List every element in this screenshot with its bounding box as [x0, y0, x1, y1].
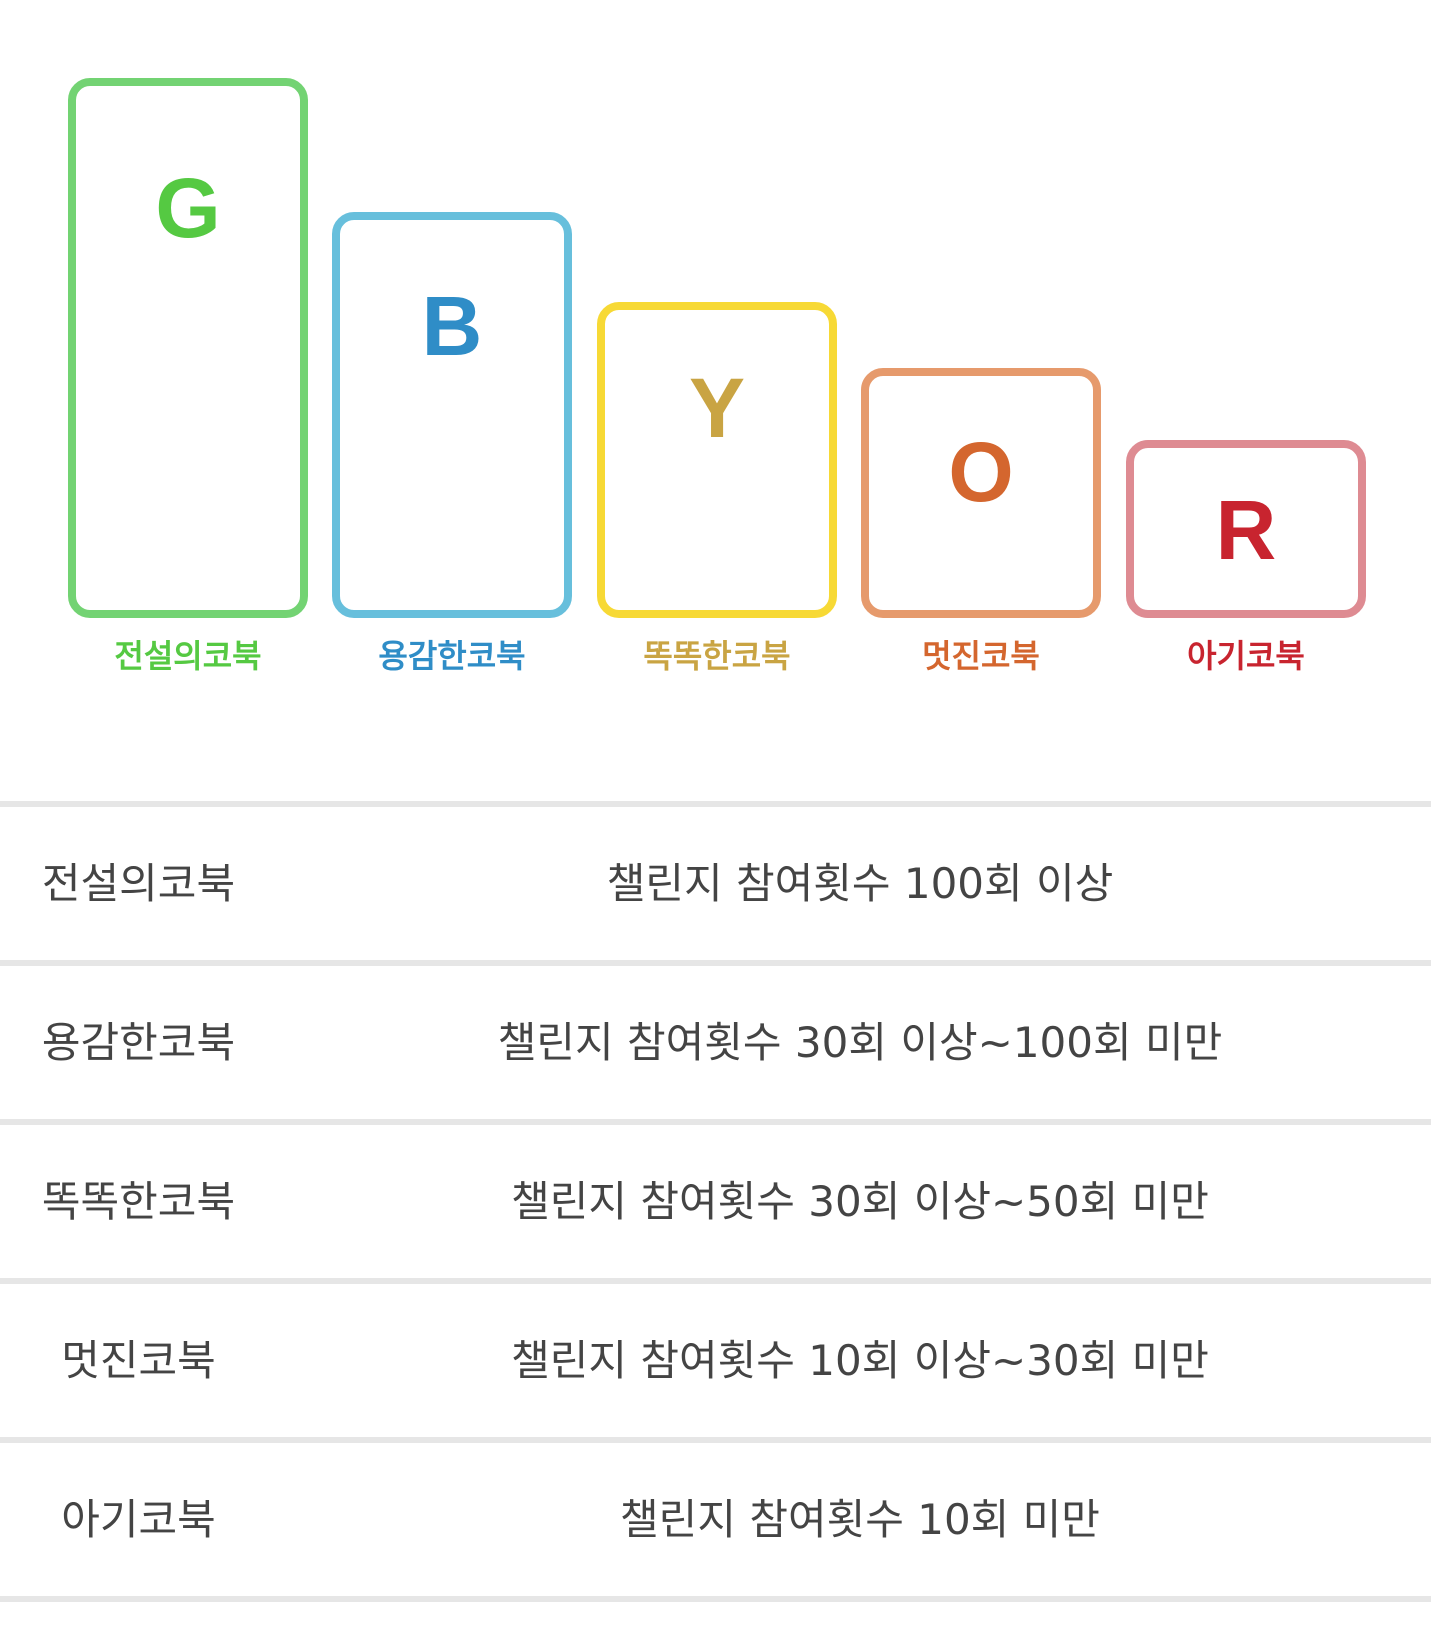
row-description: 챌린지 참여횟수 10회 미만: [620, 1495, 1100, 1544]
table-row: 아기코북 챌린지 참여횟수 10회 미만: [0, 1443, 1431, 1596]
tier-box-b: B: [332, 212, 572, 618]
row-label: 똑똑한코북: [41, 1177, 236, 1226]
row-divider: [0, 1119, 1431, 1125]
tier-letter-o: O: [948, 425, 1014, 519]
tier-letter-b: B: [421, 279, 483, 373]
tier-name-smart: 똑똑한코북: [643, 637, 791, 675]
table-row: 전설의코북 챌린지 참여횟수 100회 이상: [0, 807, 1431, 960]
table-row: 용감한코북 챌린지 참여횟수 30회 이상~100회 미만: [0, 966, 1431, 1119]
tier-letter-r: R: [1215, 483, 1277, 577]
row-description: 챌린지 참여횟수 10회 이상~30회 미만: [511, 1336, 1209, 1385]
row-label: 용감한코북: [41, 1018, 236, 1067]
row-divider: [0, 801, 1431, 807]
tier-name-legend: 전설의코북: [114, 637, 262, 675]
row-label: 멋진코북: [61, 1336, 216, 1385]
tier-box-o: O: [861, 368, 1101, 618]
tier-letter-g: G: [155, 161, 221, 255]
tier-box-r: R: [1126, 440, 1366, 618]
tier-box-y: Y: [597, 302, 837, 618]
row-divider: [0, 1278, 1431, 1284]
row-description: 챌린지 참여횟수 30회 이상~100회 미만: [497, 1018, 1223, 1067]
criteria-table: 전설의코북 챌린지 참여횟수 100회 이상 용감한코북 챌린지 참여횟수 30…: [0, 801, 1431, 1602]
tier-letter-y: Y: [688, 361, 746, 455]
table-row: 똑똑한코북 챌린지 참여횟수 30회 이상~50회 미만: [0, 1125, 1431, 1278]
row-divider: [0, 1437, 1431, 1443]
row-description: 챌린지 참여횟수 100회 이상: [606, 859, 1114, 908]
tier-name-baby: 아기코북: [1187, 637, 1305, 675]
row-label: 아기코북: [61, 1495, 216, 1544]
tier-chart: G B Y O R 전설의코북 용감한코북 똑똑한코북 멋진코북 아기코북: [0, 0, 1431, 760]
tier-name-brave: 용감한코북: [378, 637, 526, 675]
row-divider: [0, 1596, 1431, 1602]
tier-box-g: G: [68, 78, 308, 618]
row-description: 챌린지 참여횟수 30회 이상~50회 미만: [511, 1177, 1209, 1226]
row-divider: [0, 960, 1431, 966]
tier-name-cool: 멋진코북: [922, 637, 1040, 675]
table-row: 멋진코북 챌린지 참여횟수 10회 이상~30회 미만: [0, 1284, 1431, 1437]
row-label: 전설의코북: [41, 859, 236, 908]
